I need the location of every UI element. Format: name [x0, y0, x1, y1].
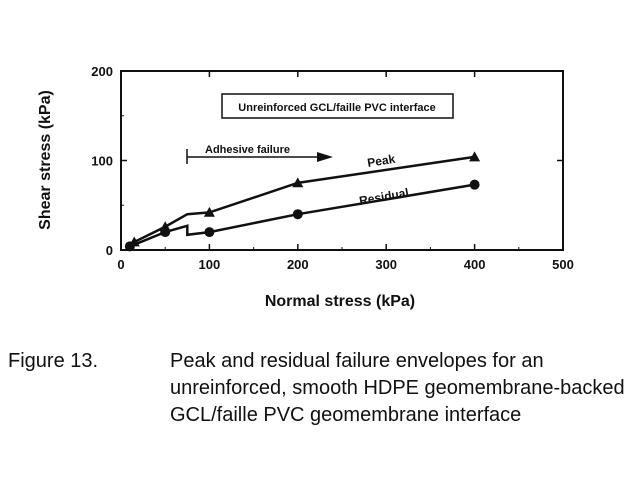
caption-line: Peak and residual failure envelopes for … — [170, 350, 544, 372]
legend-box: Unreinforced GCL/faille PVC interface — [221, 93, 454, 119]
data-point-peak — [469, 151, 481, 162]
data-point-residual — [204, 227, 215, 238]
data-point-residual — [292, 209, 303, 220]
x-tick-label: 200 — [287, 257, 309, 272]
series-line-peak — [133, 155, 475, 244]
annotation-arrowhead — [317, 152, 333, 162]
data-point-residual — [469, 179, 480, 190]
legend-box-text: Unreinforced GCL/faille PVC interface — [238, 102, 435, 114]
series-layer — [124, 151, 481, 252]
annotation: Adhesive failure — [186, 144, 333, 164]
axes: 0 100 200 300 400 500 0 100 200 — [91, 64, 574, 272]
series-label-peak: Peak — [366, 152, 396, 170]
data-point-residual — [160, 227, 171, 238]
data-point-peak — [203, 206, 215, 217]
data-point-peak — [292, 177, 304, 188]
caption-line: unreinforced, smooth HDPE geomembrane-ba… — [170, 377, 625, 399]
x-tick-label: 100 — [199, 257, 221, 272]
caption-label: Figure 13. — [8, 350, 99, 372]
x-tick-label: 300 — [375, 257, 397, 272]
x-tick-label: 500 — [552, 257, 574, 272]
x-tick-label: 400 — [464, 257, 486, 272]
data-point-residual — [124, 241, 135, 252]
y-tick-label: 100 — [91, 154, 113, 169]
caption-text: Peak and residual failure envelopes for … — [170, 348, 635, 429]
chart: 0 100 200 300 400 500 0 100 200 Unreinforced GCL… — [37, 64, 574, 310]
series-label-residual: Residual — [358, 185, 410, 207]
y-axis-label: Shear stress (kPa) — [37, 90, 54, 230]
caption-line: GCL/faille PVC geomembrane interface — [170, 404, 522, 426]
x-tick-label: 0 — [117, 257, 124, 272]
annotation-text: Adhesive failure — [205, 144, 290, 156]
x-axis-label: Normal stress (kPa) — [265, 293, 415, 310]
y-tick-label: 200 — [91, 64, 113, 79]
y-tick-label: 0 — [106, 243, 113, 258]
